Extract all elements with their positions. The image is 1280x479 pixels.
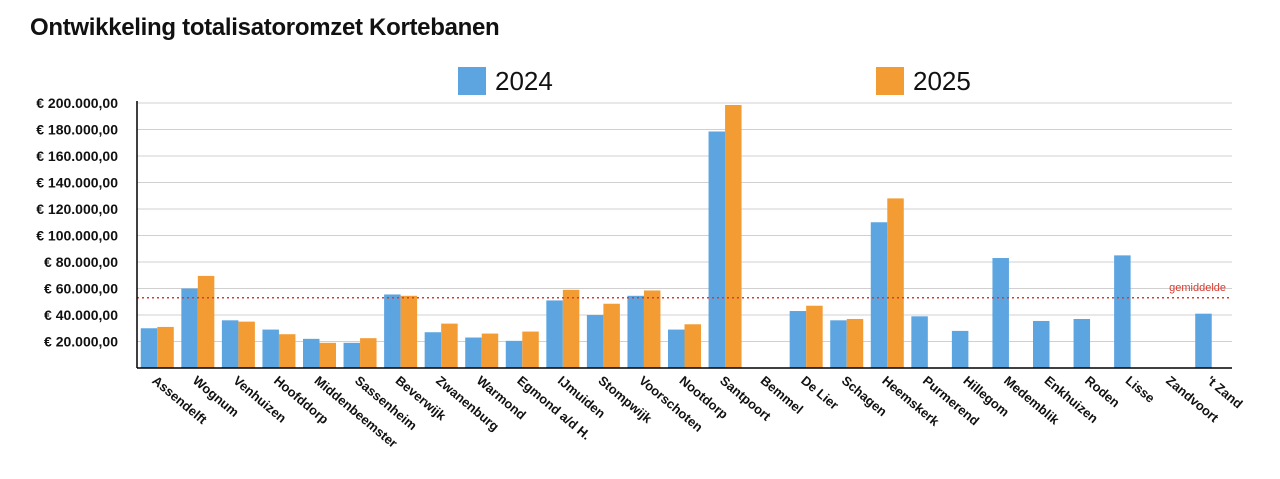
bar-2024 <box>830 320 847 368</box>
bar-2025 <box>400 295 418 368</box>
bar-2024 <box>1073 318 1091 368</box>
bar-2024 <box>303 338 320 368</box>
bar-2025 <box>725 104 742 369</box>
bar-2024 <box>140 328 158 368</box>
y-tick-label: € 140.000,00 <box>36 175 118 191</box>
bar-2024 <box>505 340 523 368</box>
bar-2024 <box>586 315 604 368</box>
chart-title: Ontwikkeling totalisatoromzet Kortebanen <box>30 14 500 41</box>
bar-2024 <box>221 320 239 368</box>
bar-2024 <box>992 258 1009 368</box>
bar-2025 <box>481 333 499 368</box>
bar-2025 <box>278 334 296 368</box>
bar-2025 <box>441 323 458 368</box>
y-tick-label: € 180.000,00 <box>36 122 118 138</box>
bar-2025 <box>806 305 823 368</box>
y-tick-label: € 80.000,00 <box>44 254 118 270</box>
bar-2024 <box>546 300 563 368</box>
bar-2024 <box>181 288 198 368</box>
y-tick-label: € 40.000,00 <box>44 307 118 323</box>
y-tick-label: € 100.000,00 <box>36 228 118 244</box>
bar-2024 <box>1114 255 1131 368</box>
axes <box>136 101 1232 369</box>
bars <box>140 104 1212 369</box>
average-label: gemiddelde <box>1169 282 1226 294</box>
bar-2024 <box>627 295 644 368</box>
bar-2025 <box>603 303 620 368</box>
bar-2025 <box>238 321 255 368</box>
bar-2024 <box>424 332 442 368</box>
bar-2024 <box>1195 313 1212 368</box>
legend-swatch-2024 <box>458 67 486 95</box>
bar-2025 <box>157 326 174 368</box>
bar-2024 <box>911 316 928 368</box>
bar-2024 <box>708 131 726 368</box>
legend-label-2024: 2024 <box>495 66 553 96</box>
x-tick-labels: AssendelftWognumVenhuizenHoofddorpMidden… <box>149 373 1245 451</box>
bar-2025 <box>562 289 580 368</box>
bar-2025 <box>887 198 904 368</box>
y-tick-labels: € 20.000,00 € 40.000,00 € 60.000,00 € 80.00… <box>36 95 118 350</box>
y-tick-label: € 60.000,00 <box>44 281 118 297</box>
bar-2025 <box>319 342 336 368</box>
bar-2024 <box>870 222 888 368</box>
y-tick-label: € 20.000,00 <box>44 334 118 350</box>
bar-2024 <box>1033 320 1050 368</box>
x-tick-label: Lisse <box>1123 373 1158 406</box>
bar-2024 <box>262 329 279 368</box>
bar-2024 <box>343 342 361 368</box>
gridlines <box>137 102 1232 342</box>
y-tick-label: € 200.000,00 <box>36 95 118 111</box>
average-line: gemiddelde <box>137 282 1232 299</box>
bar-2025 <box>643 290 661 368</box>
bar-2025 <box>360 338 377 368</box>
legend-swatch-2025 <box>876 67 904 95</box>
bar-2024 <box>951 330 969 368</box>
bar-2024 <box>789 311 807 368</box>
bar-2024 <box>465 337 482 368</box>
legend: 2024 2025 <box>458 66 971 96</box>
y-tick-label: € 120.000,00 <box>36 201 118 217</box>
y-tick-label: € 160.000,00 <box>36 148 118 164</box>
bar-2024 <box>384 294 401 368</box>
bar-2025 <box>684 324 701 368</box>
bar-2024 <box>668 329 685 368</box>
bar-2025 <box>846 318 864 368</box>
bar-2025 <box>197 275 215 368</box>
bar-2025 <box>522 331 539 368</box>
legend-label-2025: 2025 <box>913 66 971 96</box>
